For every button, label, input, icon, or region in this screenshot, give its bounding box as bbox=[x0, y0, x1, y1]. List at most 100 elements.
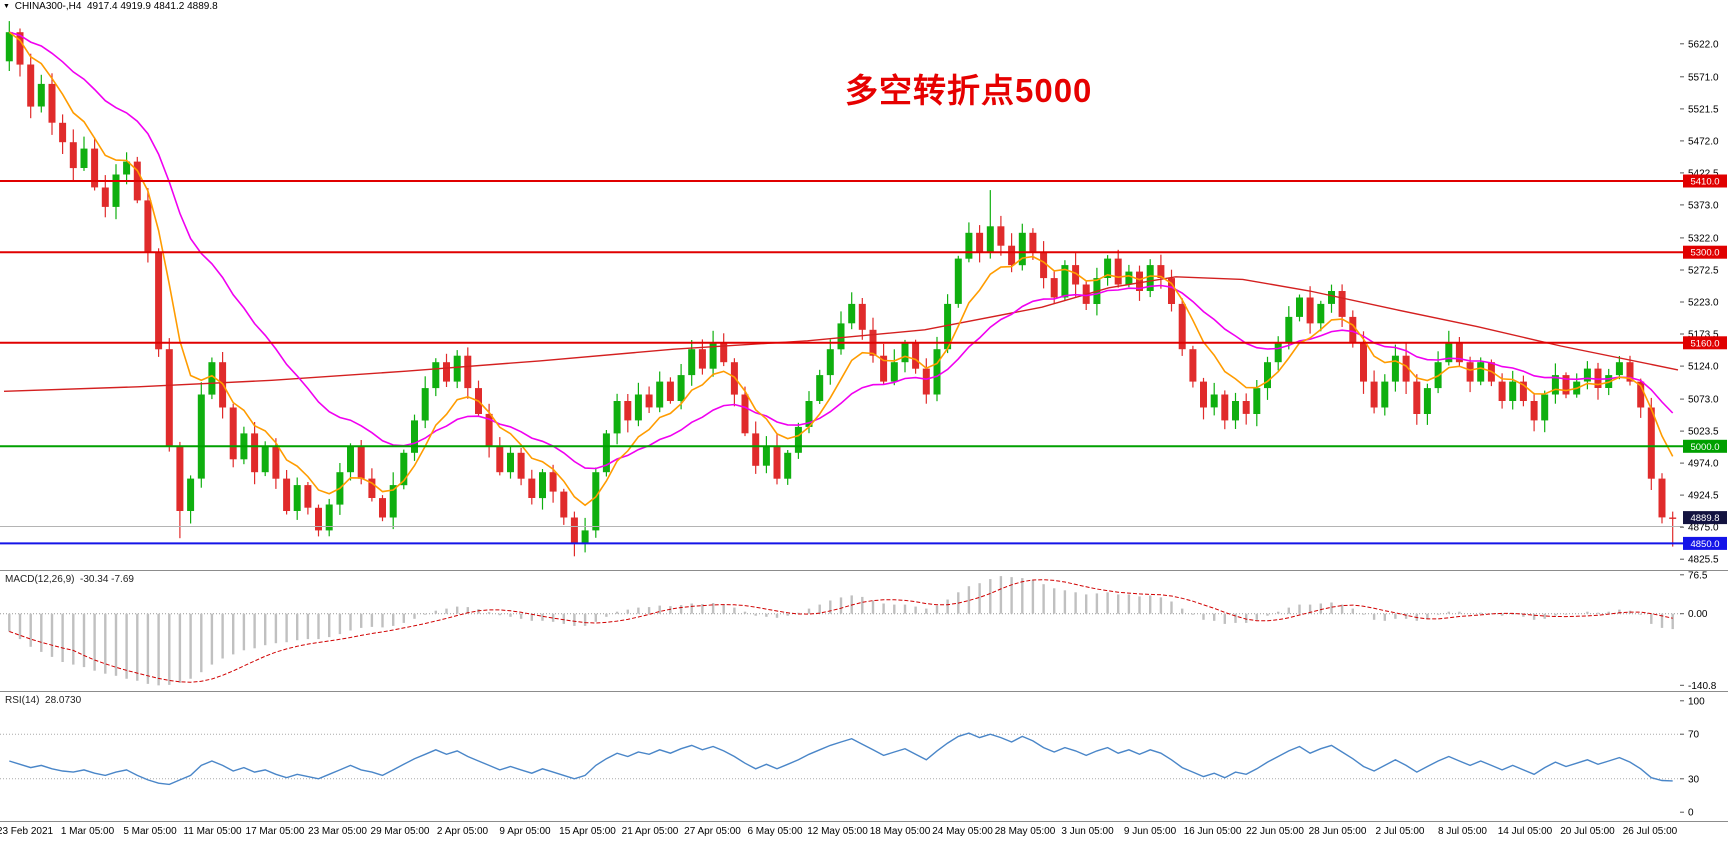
candle-body bbox=[1285, 316, 1293, 343]
price-scale-label: 4875.0 bbox=[1688, 523, 1719, 534]
candle-body bbox=[1200, 381, 1207, 408]
candle-body bbox=[1061, 265, 1069, 298]
candle-body bbox=[1242, 401, 1250, 414]
time-axis[interactable]: 23 Feb 2021 1 Mar 05:00 5 Mar 05:00 11 Mar … bbox=[0, 822, 1728, 844]
candle-body bbox=[347, 446, 354, 473]
candle-body bbox=[197, 394, 205, 479]
time-axis-label: 9 Apr 05:00 bbox=[499, 826, 551, 837]
candle-body bbox=[261, 446, 269, 473]
candle-body bbox=[1125, 271, 1133, 285]
candle-body bbox=[112, 174, 120, 207]
price-scale-label: 5322.0 bbox=[1688, 233, 1719, 244]
candle-body bbox=[816, 375, 824, 401]
candle-body bbox=[752, 433, 760, 466]
candle-body bbox=[1455, 342, 1463, 363]
candle-body bbox=[709, 342, 717, 369]
time-axis-label: 3 Jun 05:00 bbox=[1061, 826, 1114, 837]
candle-body bbox=[1008, 245, 1016, 266]
candle-body bbox=[1168, 278, 1175, 304]
price-scale-label: 4924.5 bbox=[1688, 491, 1719, 502]
candle-body bbox=[933, 349, 941, 395]
candle-body bbox=[890, 362, 898, 382]
macd-scale-label: 76.5 bbox=[1688, 571, 1708, 581]
candle-body bbox=[1253, 388, 1261, 414]
ma-fast-line bbox=[8, 31, 1674, 507]
macd-indicator-pane[interactable]: 76.5 0.00 -140.8 bbox=[0, 571, 1728, 691]
candle-body bbox=[1391, 355, 1399, 382]
candle-body bbox=[826, 349, 834, 376]
candle-body bbox=[325, 504, 333, 531]
candle-body bbox=[1530, 401, 1538, 421]
price-line-badge-5160.0 bbox=[1683, 336, 1727, 350]
candle-body bbox=[453, 355, 461, 382]
candle-body bbox=[315, 507, 322, 531]
price-scale-label: 5023.5 bbox=[1688, 427, 1719, 438]
price-line-badge-5000.0 bbox=[1683, 439, 1727, 453]
ma-slow-line bbox=[3, 276, 1679, 392]
candle-body bbox=[986, 226, 994, 253]
candle-body bbox=[656, 381, 664, 408]
candle-body bbox=[688, 349, 696, 376]
price-line-badge-5410.0 bbox=[1683, 174, 1727, 188]
price-line-badge-5300.0-text: 5300.0 bbox=[1690, 248, 1719, 259]
price-scale-label: 5124.0 bbox=[1688, 362, 1719, 373]
chart-annotation-text[interactable]: 多空转折点5000 bbox=[845, 72, 1093, 109]
time-axis-label: 23 Mar 05:00 bbox=[308, 826, 367, 837]
current-price-badge bbox=[1683, 511, 1727, 525]
candle-body bbox=[1413, 381, 1421, 414]
candle-body bbox=[1647, 407, 1655, 479]
candle-body bbox=[698, 349, 706, 369]
candle-body bbox=[997, 226, 1005, 246]
price-scale-label: 4825.5 bbox=[1688, 555, 1719, 566]
candle-body bbox=[1583, 368, 1591, 382]
candle-body bbox=[155, 252, 163, 350]
rsi-scale-label: 0 bbox=[1688, 808, 1694, 819]
candle-body bbox=[176, 446, 184, 511]
candle-body bbox=[1370, 381, 1378, 408]
candle-body bbox=[368, 478, 376, 498]
candle-body bbox=[1541, 394, 1549, 421]
candle-body bbox=[858, 303, 866, 330]
pane-divider[interactable] bbox=[0, 691, 1728, 692]
candle-body bbox=[1498, 381, 1506, 401]
candle-body bbox=[187, 478, 195, 511]
time-axis-label: 27 Apr 05:00 bbox=[684, 826, 741, 837]
time-axis-label: 28 Jun 05:00 bbox=[1308, 826, 1367, 837]
candle-body bbox=[1445, 342, 1453, 363]
candle-body bbox=[101, 187, 109, 207]
price-line-badge-4850.0 bbox=[1683, 536, 1727, 550]
rsi-scale-label: 100 bbox=[1688, 696, 1705, 707]
time-axis-label: 28 May 05:00 bbox=[994, 826, 1056, 837]
time-axis-label: 24 May 05:00 bbox=[932, 826, 993, 837]
pane-divider[interactable] bbox=[0, 570, 1728, 571]
candle-body bbox=[144, 200, 152, 253]
candle-body bbox=[1328, 291, 1335, 304]
rsi-indicator-pane[interactable]: 100 70 30 0 bbox=[0, 692, 1728, 821]
rsi-scale-label: 70 bbox=[1688, 730, 1700, 741]
candle-body bbox=[762, 446, 770, 466]
candle-body bbox=[1178, 303, 1186, 350]
candle-body bbox=[805, 401, 813, 427]
candle-body bbox=[69, 142, 77, 169]
price-scale-label: 5472.0 bbox=[1688, 136, 1719, 147]
candle-body bbox=[293, 485, 301, 511]
candle-body bbox=[1466, 362, 1474, 382]
candle-body bbox=[976, 232, 984, 253]
time-axis-label: 1 Mar 05:00 bbox=[60, 826, 115, 837]
candle-body bbox=[48, 83, 56, 123]
candle-body bbox=[379, 498, 386, 518]
time-axis-label: 8 Jul 05:00 bbox=[1438, 826, 1487, 837]
candle-body bbox=[720, 342, 728, 363]
candle-body bbox=[1615, 362, 1623, 376]
candle-body bbox=[389, 485, 397, 518]
candle-body bbox=[1210, 394, 1218, 408]
candle-body bbox=[517, 452, 525, 479]
candle-body bbox=[1669, 517, 1677, 519]
price-scale-label: 5571.0 bbox=[1688, 72, 1719, 83]
candle-body bbox=[208, 362, 216, 395]
rsi-name: RSI(14) bbox=[5, 695, 40, 706]
candle-body bbox=[1551, 375, 1559, 395]
candle-body bbox=[965, 232, 973, 259]
candlestick-chart-pane[interactable]: 5622.0 5571.0 5521.5 5472.0 5422.5 5373.0 5322… bbox=[0, 0, 1728, 570]
